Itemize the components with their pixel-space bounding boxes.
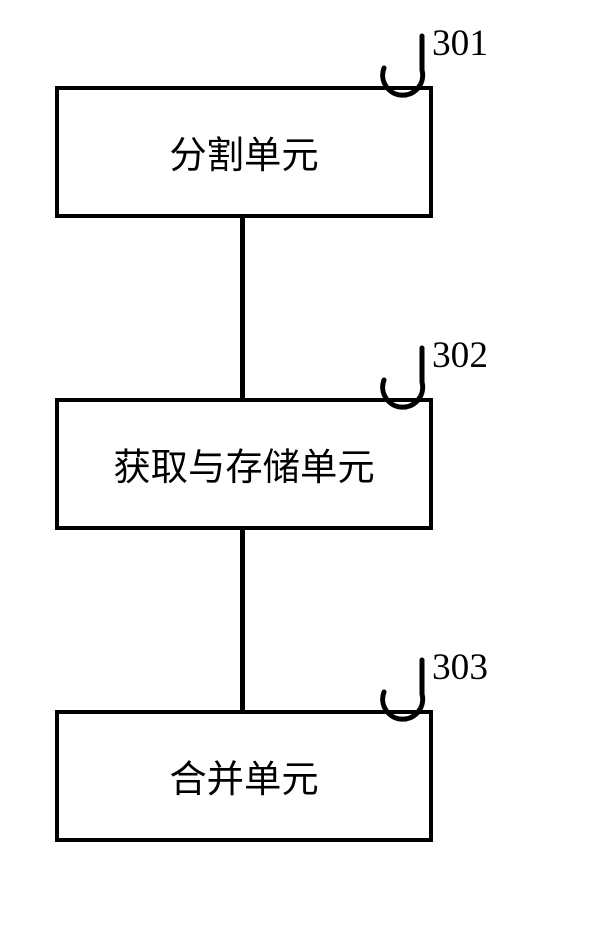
node-box-1: 分割单元: [55, 86, 433, 218]
connector-1-2: [240, 218, 245, 398]
node-box-2: 获取与存储单元: [55, 398, 433, 530]
node-label-2: 获取与存储单元: [113, 437, 374, 491]
node-number-3: 303: [432, 646, 488, 689]
callout-2: [370, 342, 440, 412]
node-number-1: 301: [432, 22, 488, 65]
node-number-2: 302: [432, 334, 488, 377]
node-label-1: 分割单元: [169, 125, 318, 179]
flowchart-canvas: 分割单元 301 获取与存储单元 302 合并单元 303: [0, 0, 595, 944]
connector-2-3: [240, 530, 245, 710]
node-box-3: 合并单元: [55, 710, 433, 842]
callout-1: [370, 30, 440, 100]
node-label-3: 合并单元: [169, 749, 318, 803]
callout-3: [370, 654, 440, 724]
